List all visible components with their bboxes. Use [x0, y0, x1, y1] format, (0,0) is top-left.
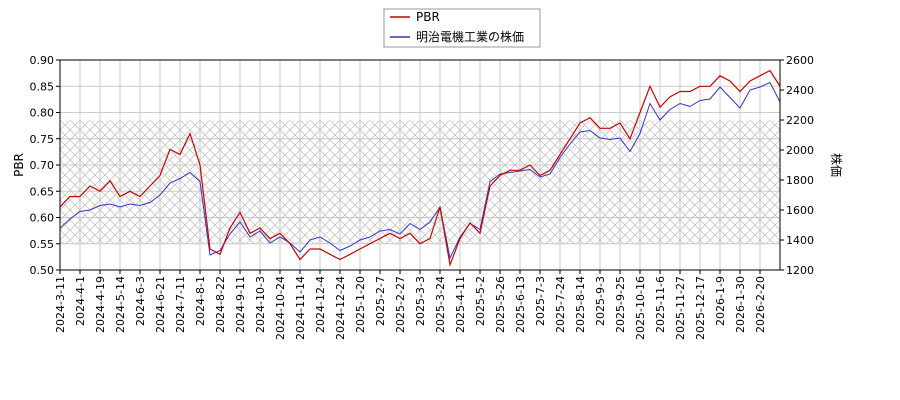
- x-tick-label: 2024-3-11: [54, 276, 67, 333]
- y-right-tick-label: 1600: [786, 204, 814, 217]
- y-right-tick-label: 2400: [786, 84, 814, 97]
- y-right-tick-label: 1200: [786, 264, 814, 277]
- x-tick-label: 2025-11-27: [674, 276, 687, 340]
- x-tick-label: 2024-7-11: [174, 276, 187, 333]
- x-tick-label: 2025-7-24: [554, 276, 567, 333]
- x-axis-ticks: 2024-3-11 2024-4-1 2024-4-19 2024-5-14 2024-…: [54, 270, 767, 340]
- x-tick-label: 2025-6-13: [514, 276, 527, 333]
- y-left-tick-label: 0.70: [30, 159, 55, 172]
- y-axis-right-label: 株価: [829, 153, 844, 177]
- y-left-tick-label: 0.50: [30, 264, 55, 277]
- x-tick-label: 2025-7-3: [534, 276, 547, 326]
- x-tick-label: 2025-2-27: [394, 276, 407, 333]
- stock-price-line: [60, 81, 780, 260]
- x-tick-label: 2024-10-3: [254, 276, 267, 333]
- x-tick-label: 2024-9-11: [234, 276, 247, 333]
- legend-label-pbr: PBR: [416, 10, 440, 24]
- x-tick-label: 2024-8-1: [194, 276, 207, 326]
- y-right-tick-label: 2200: [786, 114, 814, 127]
- pbr-line: [60, 69, 780, 268]
- x-tick-label: 2025-1-20: [354, 276, 367, 333]
- y-left-tick-label: 0.75: [30, 133, 55, 146]
- x-tick-label: 2024-8-22: [214, 276, 227, 333]
- x-tick-label: 2025-8-14: [574, 276, 587, 333]
- hatch-band: [60, 120, 780, 244]
- legend-box: [383, 8, 541, 48]
- y-left-tick-label: 0.80: [30, 107, 55, 120]
- x-tick-label: 2024-5-14: [114, 276, 127, 333]
- x-tick-label: 2024-6-21: [154, 276, 167, 333]
- x-tick-label: 2025-2-7: [374, 276, 387, 326]
- legend: PBR 明治電機工業の株価: [383, 8, 541, 48]
- y-left-tick-label: 0.90: [30, 54, 55, 67]
- x-tick-label: 2025-12-17: [694, 276, 707, 340]
- y-right-tick-label: 1800: [786, 174, 814, 187]
- x-tick-label: 2025-5-2: [474, 276, 487, 326]
- x-tick-label: 2026-1-30: [734, 276, 747, 333]
- x-tick-label: 2026-2-20: [754, 276, 767, 333]
- y-left-tick-label: 0.65: [30, 185, 55, 198]
- x-tick-label: 2025-3-3: [414, 276, 427, 326]
- y-right-tick-label: 2000: [786, 144, 814, 157]
- x-tick-label: 2024-11-14: [294, 276, 307, 340]
- x-tick-label: 2025-5-26: [494, 276, 507, 333]
- y-axis-left-ticks: 0.50 0.55 0.60 0.65 0.70 0.75 0.80 0.85 0.90: [30, 54, 60, 277]
- x-tick-label: 2024-10-24: [274, 276, 287, 340]
- y-right-tick-label: 2600: [786, 54, 814, 67]
- x-tick-label: 2024-6-3: [134, 276, 147, 326]
- y-axis-left-label: PBR: [12, 153, 26, 177]
- legend-label-stock: 明治電機工業の株価: [416, 29, 524, 44]
- y-left-tick-label: 0.85: [30, 80, 55, 93]
- x-tick-label: 2025-9-3: [594, 276, 607, 326]
- y-left-tick-label: 0.55: [30, 238, 55, 251]
- x-tick-label: 2025-3-24: [434, 276, 447, 333]
- x-tick-label: 2025-10-16: [634, 276, 647, 340]
- y-left-tick-label: 0.60: [30, 212, 55, 225]
- y-axis-right-ticks: 1200 1400 1600 1800 2000 2200 2400 2600: [780, 54, 814, 277]
- x-tick-label: 2024-12-24: [334, 276, 347, 340]
- x-tick-label: 2024-4-1: [74, 276, 87, 326]
- x-tick-label: 2026-1-9: [714, 276, 727, 326]
- x-tick-label: 2024-4-19: [94, 276, 107, 333]
- x-tick-label: 2025-4-11: [454, 276, 467, 333]
- x-tick-label: 2025-11-6: [654, 276, 667, 333]
- x-tick-label: 2025-9-25: [614, 276, 627, 333]
- x-tick-label: 2024-12-4: [314, 276, 327, 333]
- y-right-tick-label: 1400: [786, 234, 814, 247]
